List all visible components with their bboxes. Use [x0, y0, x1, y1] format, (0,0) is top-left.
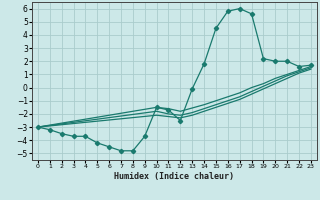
X-axis label: Humidex (Indice chaleur): Humidex (Indice chaleur)	[115, 172, 234, 181]
